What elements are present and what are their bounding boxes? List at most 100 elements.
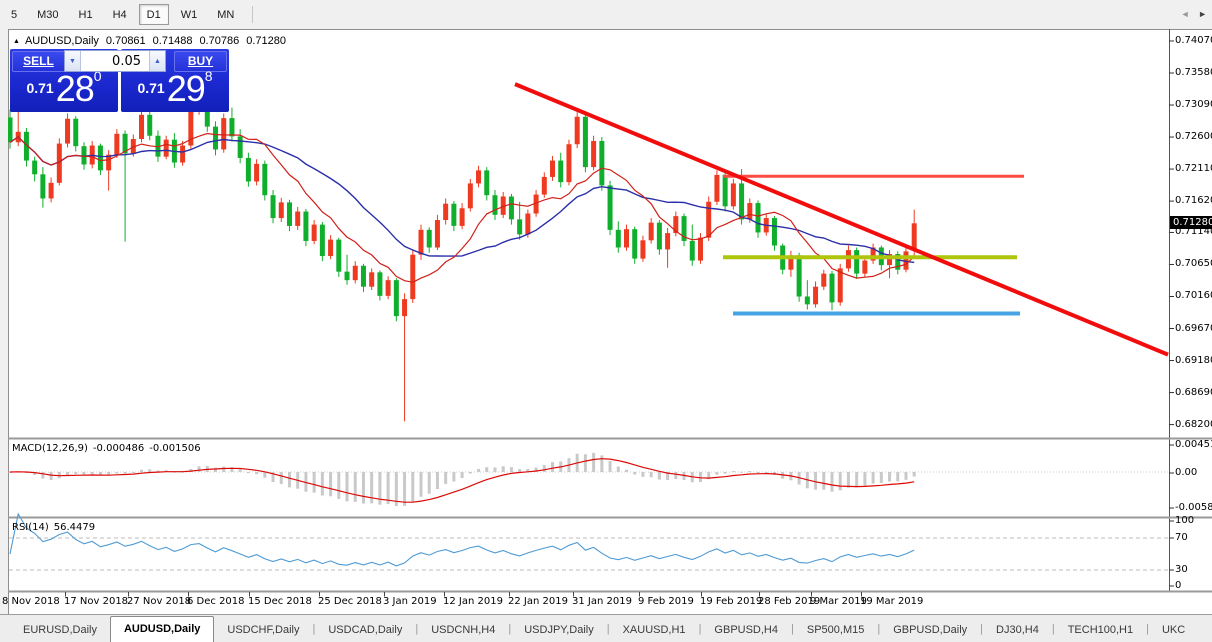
chart-tab-ukc[interactable]: UKC <box>1161 624 1186 636</box>
date-axis-label: 19 Mar 2019 <box>860 596 924 607</box>
ohlc-low: 0.70786 <box>199 35 240 47</box>
chart-tab-tech100-h1[interactable]: TECH100,H1 <box>1067 624 1134 636</box>
chart-tab-gbpusd-h4[interactable]: GBPUSD,H4 <box>714 624 778 636</box>
date-axis-label: 31 Jan 2019 <box>572 596 632 607</box>
bid-main-digits: 28 <box>55 68 95 109</box>
macd-value: -0.000486 <box>92 443 145 454</box>
rsi-value: 56.4479 <box>53 522 96 533</box>
macd-axis-label: 0.004517 <box>1175 439 1212 450</box>
rsi-axis-label: 30 <box>1175 564 1188 575</box>
chart-tab-xauusd-h1[interactable]: XAUUSD,H1 <box>622 624 686 636</box>
date-axis-label: 27 Nov 2018 <box>127 596 192 607</box>
tab-scroll-arrows: ◄ ► <box>1175 9 1207 19</box>
date-axis-label: 3 Jan 2019 <box>383 596 437 607</box>
chart-tab-usdcad-daily[interactable]: USDCAD,Daily <box>328 624 403 636</box>
chart-symbol-title: AUDUSD,Daily <box>24 35 99 47</box>
chart-tab-usdjpy-daily[interactable]: USDJPY,Daily <box>524 624 594 636</box>
tab-separator: | <box>980 622 984 635</box>
macd-histogram <box>8 452 916 506</box>
volume-input[interactable]: 0.05 <box>81 51 149 71</box>
rsi-indicator-label: RSI(14) 56.4479 <box>12 522 100 533</box>
sell-button[interactable]: SELL <box>12 51 65 72</box>
buy-panel: BUY 0.71298 <box>121 49 229 112</box>
candles-group <box>7 99 917 422</box>
ma-slow-line <box>9 136 915 264</box>
date-axis: 8 Nov 2018 17 Nov 2018 27 Nov 2018 6 Dec 20… <box>0 593 1169 613</box>
tab-separator: | <box>1146 622 1149 635</box>
bid-pip-digit: 0 <box>93 68 102 84</box>
timeframe-toolbar: 5 M30 H1 H4 D1 W1 MN <box>0 0 1212 29</box>
timeframe-button-m30[interactable]: M30 <box>37 9 59 21</box>
macd-signal-value: -0.001506 <box>149 443 201 454</box>
ask-main-digits: 29 <box>166 68 206 109</box>
timeframe-button-h1[interactable]: H1 <box>78 9 93 21</box>
macd-indicator-label: MACD(12,26,9) -0.000486 -0.001506 <box>12 443 206 454</box>
tab-separator: | <box>1051 622 1055 635</box>
chart-corner-icon: ▲ <box>13 38 20 45</box>
timeframe-button-mn[interactable]: MN <box>217 9 235 21</box>
chart-tab-eurusd-daily[interactable]: EURUSD,Daily <box>23 624 97 636</box>
volume-increase-button[interactable]: ▲ <box>149 51 165 71</box>
date-axis-label: 8 Nov 2018 <box>2 596 60 607</box>
rsi-line <box>9 512 915 567</box>
tab-separator: | <box>606 622 610 635</box>
date-axis-label: 25 Dec 2018 <box>318 596 382 607</box>
macd-name: MACD(12,26,9) <box>12 443 88 454</box>
timeframe-button-d1[interactable]: D1 <box>138 4 169 25</box>
date-axis-label: 17 Nov 2018 <box>64 596 129 607</box>
date-axis-label: 15 Dec 2018 <box>248 596 312 607</box>
rsi-axis-label: 100 <box>1175 515 1195 526</box>
chart-tab-usdcnh-h4[interactable]: USDCNH,H4 <box>431 624 496 636</box>
ask-price: 0.71298 <box>121 68 229 110</box>
macd-signal-line <box>9 458 915 503</box>
rsi-axis-label: 70 <box>1175 532 1188 543</box>
ohlc-open: 0.70861 <box>105 35 146 47</box>
tab-separator: | <box>312 622 316 635</box>
volume-down-icon: ▼ <box>69 57 76 65</box>
macd-axis-label: 0.00 <box>1175 467 1198 478</box>
toolbar-separator <box>252 6 254 23</box>
tab-scroll-left-icon[interactable]: ◄ <box>1180 9 1190 19</box>
date-axis-label: 9 Mar 2019 <box>810 596 868 607</box>
volume-up-icon: ▲ <box>154 57 161 65</box>
ask-pip-digit: 8 <box>204 68 213 84</box>
chart-tab-dj30-h4[interactable]: DJ30,H4 <box>996 624 1039 636</box>
volume-decrease-button[interactable]: ▼ <box>65 51 81 71</box>
chart-tab-bar: EURUSD,Daily AUDUSD,Daily USDCHF,Daily | USD… <box>0 614 1212 642</box>
date-axis-label: 12 Jan 2019 <box>443 596 503 607</box>
tab-separator: | <box>415 622 419 635</box>
date-axis-label: 22 Jan 2019 <box>508 596 568 607</box>
left-edge-strip <box>0 29 8 614</box>
rsi-name: RSI(14) <box>12 522 49 533</box>
ohlc-close: 0.71280 <box>246 35 286 47</box>
chart-tab-sp500-m15[interactable]: SP500,M15 <box>806 624 865 636</box>
timeframe-button-w1[interactable]: W1 <box>180 9 198 21</box>
tab-separator: | <box>791 622 794 635</box>
rsi-axis-label: 0 <box>1175 580 1182 591</box>
chart-tab-usdchf-daily[interactable]: USDCHF,Daily <box>227 624 300 636</box>
tab-scroll-right-icon[interactable]: ► <box>1198 9 1207 19</box>
bid-prefix: 0.71 <box>26 80 54 96</box>
ma-fast-line <box>9 132 915 283</box>
chart-tab-gbpusd-daily[interactable]: GBPUSD,Daily <box>893 624 968 636</box>
timeframe-button-5[interactable]: 5 <box>11 9 18 21</box>
chart-tab-audusd-daily[interactable]: AUDUSD,Daily <box>109 616 215 642</box>
timeframe-button-h4[interactable]: H4 <box>112 9 127 21</box>
buy-button[interactable]: BUY <box>174 51 227 72</box>
tab-separator: | <box>508 622 512 635</box>
